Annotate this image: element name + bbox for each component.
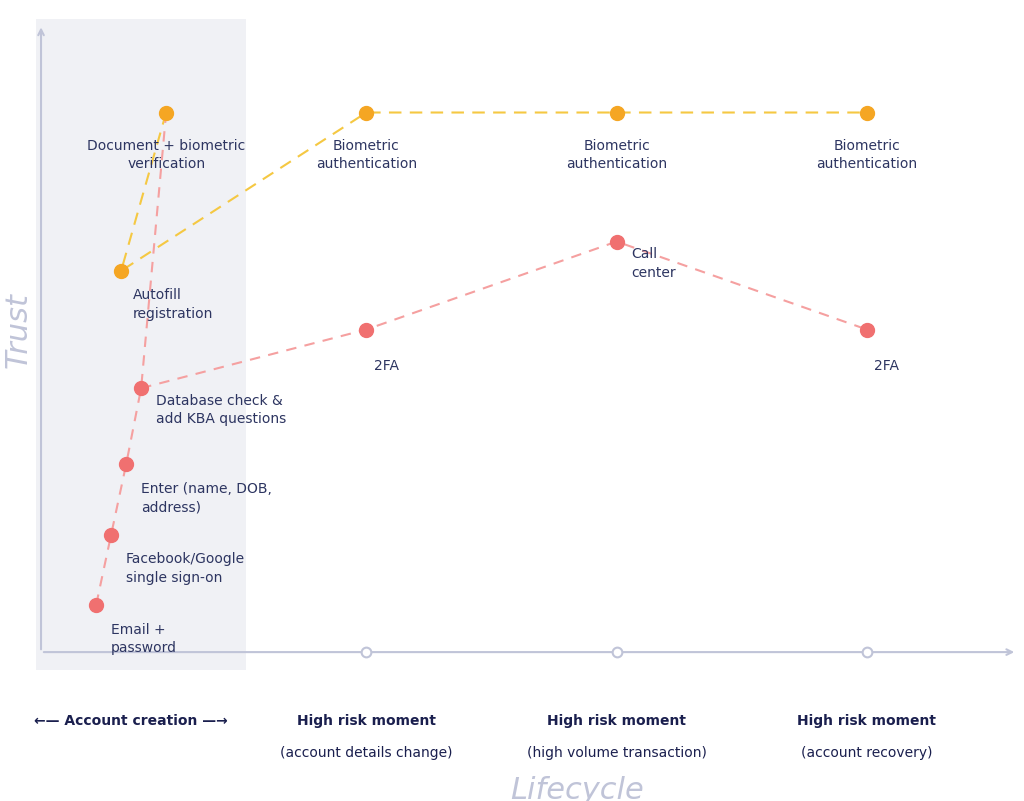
Text: Call
center: Call center xyxy=(632,248,676,280)
Text: Biometric
authentication: Biometric authentication xyxy=(566,139,668,171)
Text: ←— Account creation —→: ←— Account creation —→ xyxy=(34,714,228,727)
Text: Biometric
authentication: Biometric authentication xyxy=(315,139,417,171)
Text: Facebook/Google
single sign-on: Facebook/Google single sign-on xyxy=(126,553,245,585)
Text: (high volume transaction): (high volume transaction) xyxy=(526,746,707,760)
Text: (account recovery): (account recovery) xyxy=(801,746,933,760)
Text: Database check &
add KBA questions: Database check & add KBA questions xyxy=(156,394,287,426)
Text: Lifecycle: Lifecycle xyxy=(510,775,643,801)
Text: Biometric
authentication: Biometric authentication xyxy=(816,139,918,171)
Text: 2FA: 2FA xyxy=(874,359,899,372)
Text: Document + biometric
verification: Document + biometric verification xyxy=(87,139,246,171)
Text: High risk moment: High risk moment xyxy=(547,714,686,727)
Text: (account details change): (account details change) xyxy=(281,746,453,760)
Text: High risk moment: High risk moment xyxy=(798,714,936,727)
Text: Email +
password: Email + password xyxy=(111,622,177,655)
Text: Enter (name, DOB,
address): Enter (name, DOB, address) xyxy=(141,482,272,514)
Bar xyxy=(36,18,246,670)
Text: 2FA: 2FA xyxy=(374,359,399,372)
Text: High risk moment: High risk moment xyxy=(297,714,436,727)
Text: Autofill
registration: Autofill registration xyxy=(133,288,213,321)
Text: Trust: Trust xyxy=(3,292,33,368)
